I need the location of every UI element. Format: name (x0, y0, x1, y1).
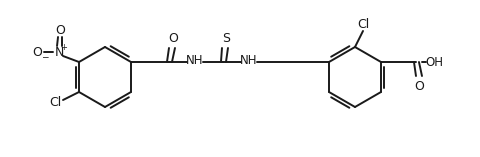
Text: +: + (60, 43, 68, 51)
Text: −: − (41, 52, 49, 62)
Text: N: N (54, 46, 64, 59)
Text: OH: OH (425, 56, 443, 68)
Text: NH: NH (240, 54, 258, 68)
Text: Cl: Cl (49, 95, 61, 108)
Text: S: S (222, 32, 230, 44)
Text: O: O (168, 32, 178, 44)
Text: O: O (55, 24, 65, 38)
Text: O: O (32, 46, 42, 59)
Text: Cl: Cl (357, 17, 369, 30)
Text: O: O (414, 79, 424, 92)
Text: NH: NH (186, 54, 204, 68)
